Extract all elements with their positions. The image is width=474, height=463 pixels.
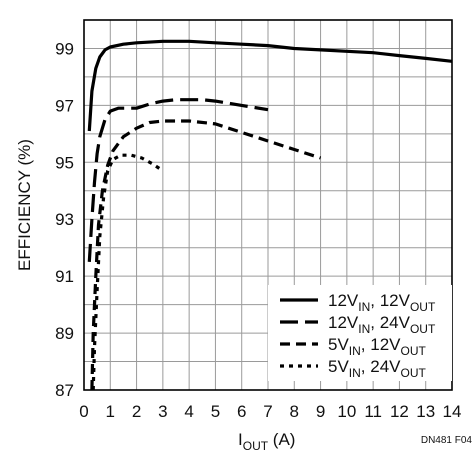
series-line-4 [91,153,164,390]
series-line-3 [90,119,322,390]
x-tick-label: 5 [211,402,220,421]
y-tick-label: 99 [55,39,74,58]
legend-label-4: 5VIN, 24VOUT [328,357,427,380]
y-tick-label: 87 [55,381,74,400]
x-tick-label: 2 [132,402,141,421]
x-tick-label: 6 [237,402,246,421]
plot-frame [83,19,453,391]
y-tick-label: 95 [55,153,74,172]
x-tick-label: 10 [337,402,356,421]
y-tick-label: 89 [55,324,74,343]
x-axis-label: IOUT (A) [238,430,295,453]
x-tick-label: 8 [290,402,299,421]
x-tick-label: 7 [263,402,272,421]
y-tick-label: 93 [55,210,74,229]
x-tick-label: 11 [364,402,382,421]
legend-label-2: 12VIN, 24VOUT [328,313,436,336]
x-tick-label: 9 [316,402,325,421]
y-tick-label: 97 [55,96,74,115]
x-tick-label: 13 [416,402,435,421]
x-tick-label: 1 [106,402,115,421]
y-axis-label: EFFICIENCY (%) [15,139,34,271]
x-tick-label: 3 [158,402,167,421]
y-tick-label: 91 [55,267,74,286]
x-tick-label: 14 [443,402,462,421]
legend-label-1: 12VIN, 12VOUT [328,291,436,314]
series-line-2 [87,98,269,262]
figure-note: DN481 F04 [421,435,473,446]
x-tick-label: 4 [184,402,193,421]
x-tick-label: 0 [79,402,88,421]
legend-label-3: 5VIN, 12VOUT [328,335,427,358]
series-line-1 [87,39,452,132]
x-tick-label: 12 [390,402,409,421]
